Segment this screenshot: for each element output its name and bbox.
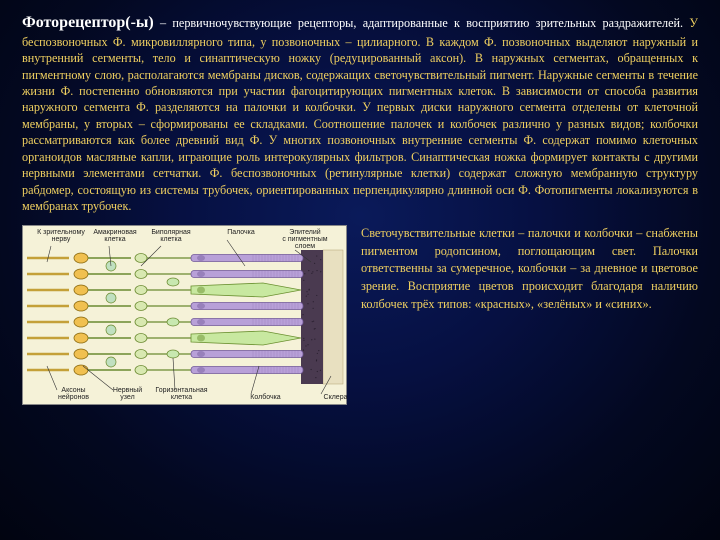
main-paragraph: Фоторецептор(-ы) – первичночувствующие р… bbox=[22, 12, 698, 215]
term: Фоторецептор(-ы) bbox=[22, 14, 154, 31]
retina-svg bbox=[23, 226, 348, 406]
side-paragraph: Светочувствительные клетки – палочки и к… bbox=[361, 225, 698, 314]
bottom-row: К зрительномунервуАмакриноваяклеткаБипол… bbox=[22, 225, 698, 405]
retina-diagram: К зрительномунервуАмакриноваяклеткаБипол… bbox=[22, 225, 347, 405]
article-body: У беспозвоночных Ф. микровиллярного типа… bbox=[22, 16, 698, 213]
definition: – первичночувствующие рецепторы, адаптир… bbox=[154, 16, 683, 30]
